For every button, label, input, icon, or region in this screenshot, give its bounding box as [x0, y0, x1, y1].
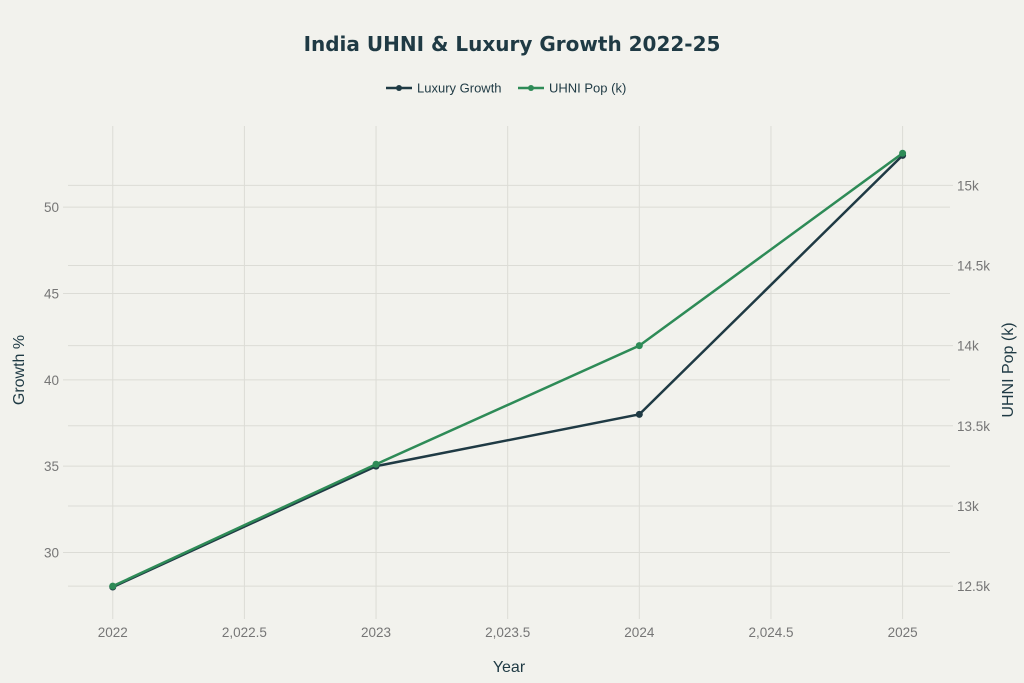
legend-label-uhni-pop: UHNI Pop (k)	[549, 81, 626, 96]
y2-axis-title: UHNI Pop (k)	[1000, 322, 1017, 417]
y2-tick-label: 14.5k	[957, 258, 990, 273]
y-tick-label: 30	[44, 546, 59, 561]
y-gridlines	[63, 206, 950, 554]
y2-tick-label: 15k	[957, 178, 979, 193]
x-axis-title: Year	[493, 659, 526, 676]
y2-gridlines	[68, 184, 953, 587]
x-tick-label: 2,023.5	[485, 625, 530, 640]
legend-marker-uhni-pop	[528, 85, 534, 91]
x-tick-label: 2022	[98, 625, 128, 640]
legend-item-uhni-pop[interactable]: UHNI Pop (k)	[518, 81, 626, 96]
data-point-uhni-pop-k[interactable]	[372, 460, 380, 468]
y-tick-label: 40	[44, 373, 59, 388]
y-tick-label: 50	[44, 200, 59, 215]
y-tick-label: 45	[44, 286, 59, 301]
series-line-luxury-growth	[112, 154, 904, 589]
data-point-uhni-pop-k[interactable]	[899, 149, 907, 157]
data-point-luxury-growth[interactable]	[635, 410, 643, 418]
y2-tick-label: 13k	[957, 499, 979, 514]
series-uhni-pop-k	[109, 149, 907, 590]
legend: Luxury Growth UHNI Pop (k)	[386, 81, 626, 96]
y-axis-ticks: 30 35 40 45 50	[44, 200, 59, 560]
x-tick-label: 2023	[361, 625, 391, 640]
series-layer	[109, 149, 907, 591]
x-axis-ticks: 2022 2,022.5 2023 2,023.5 2024 2,024.5 2025	[98, 625, 918, 640]
data-point-uhni-pop-k[interactable]	[109, 582, 117, 590]
x-gridlines	[112, 126, 904, 619]
x-tick-label: 2,022.5	[222, 625, 267, 640]
legend-marker-luxury-growth	[396, 85, 402, 91]
y-tick-label: 35	[44, 459, 59, 474]
legend-label-luxury-growth: Luxury Growth	[417, 81, 502, 96]
series-line-uhni-pop-k	[112, 152, 904, 588]
y-axis-title: Growth %	[11, 335, 28, 405]
y2-axis-ticks: 12.5k 13k 13.5k 14k 14.5k 15k	[957, 178, 990, 594]
x-tick-label: 2024	[624, 625, 655, 640]
y2-tick-label: 14k	[957, 339, 979, 354]
legend-item-luxury-growth[interactable]: Luxury Growth	[386, 81, 502, 96]
x-tick-label: 2025	[888, 625, 918, 640]
chart-title: India UHNI & Luxury Growth 2022-25	[304, 32, 721, 56]
x-tick-label: 2,024.5	[748, 625, 793, 640]
data-point-uhni-pop-k[interactable]	[635, 342, 643, 350]
y2-tick-label: 13.5k	[957, 419, 990, 434]
y2-tick-label: 12.5k	[957, 579, 990, 594]
